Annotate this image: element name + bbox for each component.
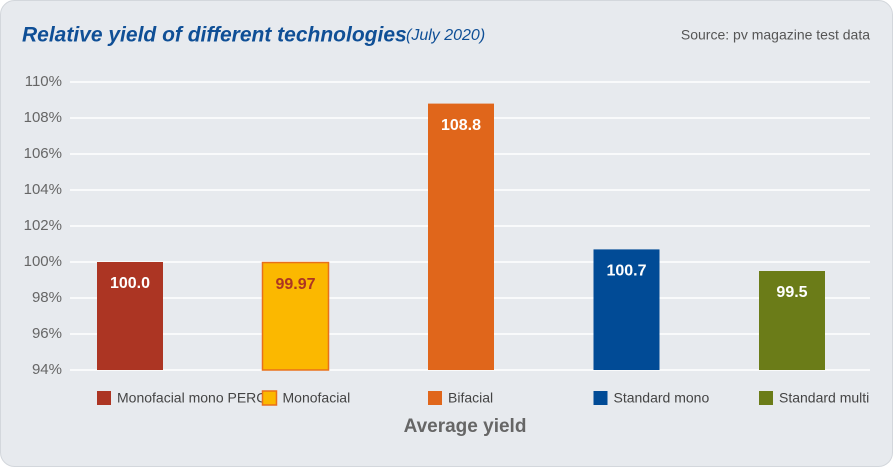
y-tick-label: 106% <box>24 145 62 162</box>
legend-swatch <box>593 391 608 405</box>
y-tick-label: 96% <box>32 325 62 342</box>
value-label: 100.0 <box>110 275 150 292</box>
value-label: 100.7 <box>606 263 646 280</box>
y-tick-label: 102% <box>24 217 62 234</box>
value-label: 99.97 <box>275 276 315 293</box>
y-tick-label: 108% <box>24 109 62 126</box>
legend-swatch <box>428 391 442 405</box>
bar <box>97 262 163 370</box>
bar <box>759 271 825 370</box>
y-tick-label: 100% <box>24 253 62 270</box>
legend-swatch <box>261 390 278 406</box>
legend-label: Monofacial <box>283 390 351 406</box>
chart-title: Relative yield of different technologies <box>22 24 407 47</box>
bar <box>261 261 330 371</box>
y-tick-label: 110% <box>25 73 62 90</box>
y-tick-label: 98% <box>32 289 62 306</box>
x-axis-label: Average yield <box>404 416 527 437</box>
legend-label: Standard mono <box>614 390 710 406</box>
legend-label: Bifacial <box>448 390 493 406</box>
legend-label: Monofacial mono PERC <box>117 390 266 406</box>
value-label: 99.5 <box>776 284 807 301</box>
legend-label: Standard multi <box>779 390 869 406</box>
bar <box>428 103 494 370</box>
chart-subtitle: (July 2020) <box>406 27 485 44</box>
value-label: 108.8 <box>441 117 481 134</box>
y-tick-label: 104% <box>24 181 62 198</box>
legend-swatch <box>97 391 111 405</box>
bar <box>593 249 660 370</box>
legend-swatch <box>759 391 773 405</box>
y-tick-label: 94% <box>32 361 62 378</box>
source: Source: pv magazine test data <box>681 27 870 43</box>
